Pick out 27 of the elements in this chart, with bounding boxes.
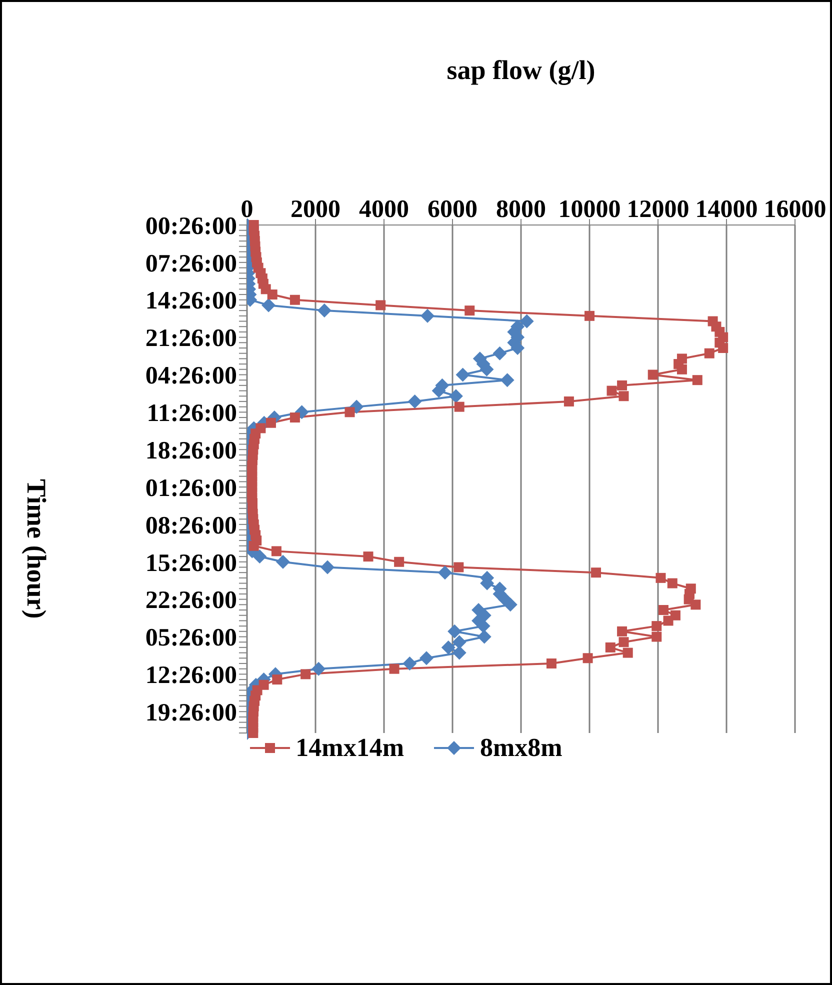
y-tick-label: 01:26:00 <box>145 474 237 502</box>
x-tick-label: 16000 <box>764 196 826 223</box>
y-tick-label: 07:26:00 <box>145 250 237 278</box>
x-tick-label: 4000 <box>359 196 409 223</box>
y-tick-label: 15:26:00 <box>145 550 237 577</box>
y-tick-label: 19:26:00 <box>145 699 237 726</box>
y-tick-label: 12:26:00 <box>145 662 237 690</box>
x-axis-title: sap flow (g/l) <box>446 55 596 86</box>
y-tick-label: 18:26:00 <box>145 437 237 464</box>
y-tick-label: 00:26:00 <box>145 212 237 240</box>
y-tick-label: 04:26:00 <box>145 362 237 390</box>
x-tick-label: 0 <box>240 196 254 223</box>
x-tick-label: 14000 <box>695 196 758 223</box>
x-tick-label: 12000 <box>626 196 690 223</box>
legend-label: 8mx8m <box>480 733 562 763</box>
y-tick-label: 14:26:00 <box>145 288 237 315</box>
x-tick-label: 10000 <box>558 196 621 223</box>
y-axis-title: Time (hour) <box>21 479 52 619</box>
y-tick-label: 05:26:00 <box>145 624 237 652</box>
y-tick-label: 08:26:00 <box>145 512 237 540</box>
x-tick-label: 6000 <box>428 196 478 223</box>
y-tick-label: 11:26:00 <box>146 400 237 428</box>
x-tick-label: 8000 <box>496 196 546 223</box>
x-tick-label: 2000 <box>290 196 340 223</box>
y-tick-label: 22:26:00 <box>145 587 237 614</box>
y-tick-label: 21:26:00 <box>145 325 237 352</box>
legend-label: 14mx14m <box>296 733 404 763</box>
